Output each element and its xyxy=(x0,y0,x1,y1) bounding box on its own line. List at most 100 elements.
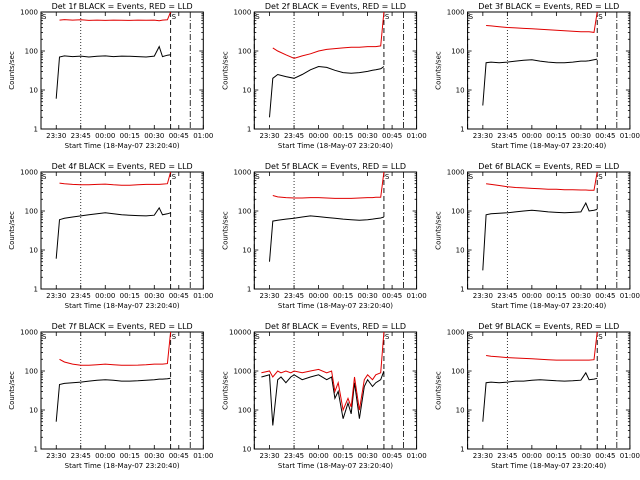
y-axis-label: Counts/sec xyxy=(8,371,16,410)
y-tick-label: 1000 xyxy=(233,9,251,17)
plot-title: Det 4f BLACK = Events, RED = LLD xyxy=(52,162,193,171)
y-tick-label: 10 xyxy=(456,407,465,415)
x-tick-label: 00:45 xyxy=(169,132,189,140)
x-tick-label: 23:45 xyxy=(71,132,91,140)
x-tick-label: 23:45 xyxy=(497,132,517,140)
x-tick-label: 01:00 xyxy=(193,292,213,300)
y-tick-label: 1000 xyxy=(20,329,38,337)
x-tick-label: 00:45 xyxy=(595,292,615,300)
events-series-line xyxy=(482,58,598,106)
x-tick-label: 00:45 xyxy=(382,452,402,460)
saa-end-label: S xyxy=(598,13,603,21)
x-tick-label: 00:30 xyxy=(144,132,164,140)
x-tick-label: 00:45 xyxy=(595,452,615,460)
y-tick-label: 1 xyxy=(247,126,251,134)
plot-title: Det 8f BLACK = Events, RED = LLD xyxy=(265,322,406,331)
events-series-line xyxy=(55,206,171,259)
y-tick-label: 10000 xyxy=(229,329,251,337)
lld-series-line xyxy=(486,332,598,361)
x-tick-label: 23:30 xyxy=(46,292,66,300)
y-tick-label: 100 xyxy=(25,208,38,216)
plot-title: Det 7f BLACK = Events, RED = LLD xyxy=(52,322,193,331)
plot-panel: Det 9f BLACK = Events, RED = LLD 1 10 100 10… xyxy=(435,322,640,470)
saa-end-label: S xyxy=(172,333,177,341)
events-series-line xyxy=(482,371,598,422)
x-tick-label: 01:00 xyxy=(620,132,640,140)
y-axis-label: Counts/sec xyxy=(8,211,16,250)
x-tick-label: 00:00 xyxy=(95,452,115,460)
x-tick-label: 01:00 xyxy=(620,452,640,460)
plot-title: Det 3f BLACK = Events, RED = LLD xyxy=(478,2,619,11)
y-tick-label: 1 xyxy=(34,446,38,454)
y-tick-label: 10 xyxy=(456,87,465,95)
y-tick-label: 100 xyxy=(238,208,251,216)
y-axis-label: Counts/sec xyxy=(221,211,229,250)
saa-end-label: S xyxy=(598,173,603,181)
y-tick-label: 1000 xyxy=(20,169,38,177)
plot-panel: Det 8f BLACK = Events, RED = LLD 10 100 100… xyxy=(221,322,426,470)
saa-end-label: S xyxy=(598,333,603,341)
y-tick-label: 10 xyxy=(29,247,38,255)
y-tick-label: 10 xyxy=(29,87,38,95)
lld-series-line xyxy=(261,332,385,412)
lld-series-line xyxy=(486,172,598,191)
x-tick-label: 00:00 xyxy=(522,292,542,300)
lld-series-line xyxy=(272,172,385,199)
plot-panel: Det 4f BLACK = Events, RED = LLD 1 10 100 10… xyxy=(8,162,213,310)
y-tick-label: 1000 xyxy=(447,9,465,17)
x-tick-label: 01:00 xyxy=(193,452,213,460)
x-tick-label: 00:00 xyxy=(95,292,115,300)
x-tick-label: 00:15 xyxy=(333,452,353,460)
x-tick-label: 00:15 xyxy=(333,292,353,300)
x-tick-label: 00:00 xyxy=(308,452,328,460)
x-tick-label: 01:00 xyxy=(620,292,640,300)
x-tick-label: 23:30 xyxy=(259,292,279,300)
x-tick-label: 00:30 xyxy=(144,292,164,300)
x-tick-label: 23:30 xyxy=(473,452,493,460)
y-tick-label: 1000 xyxy=(447,329,465,337)
saa-start-label: S xyxy=(42,173,47,181)
lld-series-line xyxy=(59,12,172,22)
plot-title: Det 1f BLACK = Events, RED = LLD xyxy=(52,2,193,11)
y-tick-label: 1000 xyxy=(233,169,251,177)
saa-start-label: S xyxy=(469,173,474,181)
y-tick-label: 100 xyxy=(451,208,464,216)
plot-panel: Det 2f BLACK = Events, RED = LLD 1 10 100 10… xyxy=(221,2,426,150)
y-tick-label: 1 xyxy=(460,126,464,134)
x-tick-label: 00:00 xyxy=(308,132,328,140)
events-series-line xyxy=(261,370,385,426)
saa-start-label: S xyxy=(42,333,47,341)
x-tick-label: 00:45 xyxy=(382,132,402,140)
x-axis-label: Start Time (18-May-07 23:20:40) xyxy=(491,142,606,150)
y-axis-label: Counts/sec xyxy=(221,51,229,90)
saa-start-label: S xyxy=(469,333,474,341)
events-series-line xyxy=(55,45,171,99)
x-tick-label: 23:30 xyxy=(46,132,66,140)
y-tick-label: 10 xyxy=(242,87,251,95)
y-tick-label: 1000 xyxy=(233,368,251,376)
x-tick-label: 00:30 xyxy=(357,292,377,300)
x-tick-label: 23:45 xyxy=(71,452,91,460)
y-tick-label: 1 xyxy=(460,446,464,454)
x-tick-label: 01:00 xyxy=(193,132,213,140)
plot-title: Det 6f BLACK = Events, RED = LLD xyxy=(478,162,619,171)
x-axis-label: Start Time (18-May-07 23:20:40) xyxy=(278,142,393,150)
saa-start-label: S xyxy=(469,13,474,21)
y-axis-label: Counts/sec xyxy=(435,51,443,90)
x-tick-label: 00:30 xyxy=(571,292,591,300)
plot-frame xyxy=(253,171,418,290)
plot-frame xyxy=(40,11,204,130)
x-tick-label: 00:15 xyxy=(546,132,566,140)
x-tick-label: 01:00 xyxy=(407,132,427,140)
x-axis-label: Start Time (18-May-07 23:20:40) xyxy=(491,462,606,470)
x-tick-label: 00:00 xyxy=(522,132,542,140)
x-tick-label: 00:15 xyxy=(546,452,566,460)
plot-frame xyxy=(40,171,204,290)
x-tick-label: 01:00 xyxy=(407,452,427,460)
x-tick-label: 00:15 xyxy=(120,452,140,460)
x-tick-label: 00:30 xyxy=(357,132,377,140)
plot-panel: Det 6f BLACK = Events, RED = LLD 1 10 100 10… xyxy=(435,162,640,310)
x-tick-label: 23:45 xyxy=(284,132,304,140)
x-axis-label: Start Time (18-May-07 23:20:40) xyxy=(65,462,180,470)
